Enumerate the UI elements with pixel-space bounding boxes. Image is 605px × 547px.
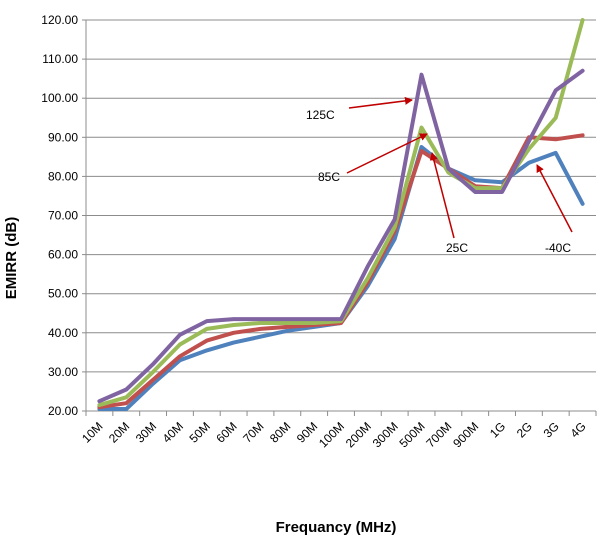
annotation-label: 85C [318,170,340,184]
annotation-label: 125C [306,108,335,122]
y-tick-label: 80.00 [48,169,78,183]
axes: 20.00 30.00 40.00 50.00 60.00 70.00 80.00 90.00… [41,13,597,450]
annotations: 125C 85C 25C -40C [306,96,573,255]
y-tick-label: 110.00 [42,52,78,66]
y-tick-label: 90.00 [48,130,78,144]
x-tick-label: 900M [450,419,481,450]
y-tick-label: 20.00 [48,404,78,418]
annotation-arrow [348,96,413,109]
annotation-label: 25C [446,241,468,255]
x-tick-label: 40M [160,419,186,445]
series-lines [97,18,585,411]
x-tick-label: 500M [397,419,428,450]
annotation-arrow [346,133,428,174]
y-tick-label: 30.00 [48,365,78,379]
x-tick-label: 60M [213,419,239,445]
x-tick-label: 50M [187,419,213,445]
x-tick-label: 2G [514,419,535,440]
x-tick-label: 30M [133,419,159,445]
y-tick-label: 70.00 [48,209,78,223]
x-axis-label: Frequancy (MHz) [276,519,397,536]
x-tick-label: 100M [316,419,347,450]
y-tick-label: 120.00 [41,13,78,27]
x-tick-label: 10M [79,419,105,445]
annotation-label: -40C [545,241,571,255]
annotation-arrow [536,164,573,233]
series-line-1 [97,145,585,411]
x-tick-label: 300M [370,419,401,450]
x-tick-label: 80M [267,419,293,445]
annotation-arrow [429,152,455,239]
y-tick-label: 60.00 [48,248,78,262]
gridlines [86,19,596,373]
y-tick-label: 40.00 [48,326,78,340]
x-tick-label: 70M [240,419,266,445]
x-tick-label: 20M [106,419,132,445]
series-line-3 [97,18,585,408]
x-tick-label: 200M [343,419,374,450]
x-tick-label: 3G [541,419,562,440]
y-tick-label: 100.00 [41,91,78,105]
x-tick-label: 1G [487,419,508,440]
y-tick-label: 50.00 [48,287,78,301]
y-axis-label: EMIRR (dB) [3,217,20,300]
x-tick-label: 4G [567,419,588,440]
x-tick-label: 700M [423,419,454,450]
series-line-4 [97,68,585,404]
